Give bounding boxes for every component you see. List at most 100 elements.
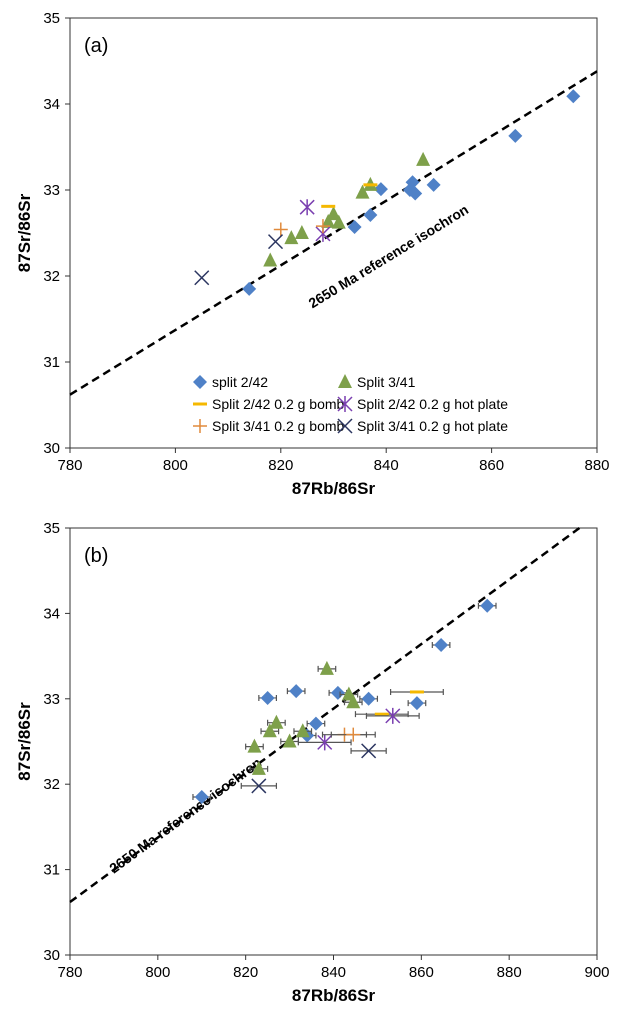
diamond-marker bbox=[363, 207, 378, 222]
isochron-line bbox=[69, 70, 598, 396]
triangle-marker bbox=[269, 714, 284, 729]
x-tick-label: 820 bbox=[233, 964, 258, 981]
x-tick-label: 880 bbox=[584, 457, 609, 474]
diamond-marker bbox=[347, 219, 362, 234]
x-tick-label: 800 bbox=[163, 457, 188, 474]
diamond-marker bbox=[426, 177, 441, 192]
panel-a: 780 800 820 840 860 880 30 31 32 33 34 35 87Rb/86Sr 8… bbox=[15, 10, 610, 498]
x-marker bbox=[267, 234, 284, 250]
plot-frame bbox=[69, 17, 598, 449]
triangle-marker bbox=[294, 225, 309, 239]
y-tick-label: 33 bbox=[43, 182, 60, 199]
diamond-marker bbox=[566, 89, 581, 104]
plus-marker bbox=[315, 219, 330, 234]
triangle-marker bbox=[282, 733, 297, 748]
series-split-2-42-0-2-g-hot-plate bbox=[297, 707, 420, 751]
diamond-marker bbox=[409, 696, 424, 711]
y-tick-label: 34 bbox=[43, 96, 60, 113]
diamond-marker bbox=[260, 690, 275, 705]
x-tick-label: 900 bbox=[584, 964, 609, 981]
triangle-marker bbox=[284, 230, 299, 245]
x-marker bbox=[194, 270, 210, 286]
x-axis-label: 87Rb/86Sr bbox=[292, 479, 376, 498]
plus-marker bbox=[193, 419, 207, 433]
series-split-2-42 bbox=[192, 598, 497, 805]
series-split-3-41-0-2-g-bomb bbox=[321, 727, 376, 742]
triangle-marker bbox=[319, 660, 334, 675]
triangle-marker bbox=[251, 760, 266, 775]
diamond-marker bbox=[242, 281, 257, 296]
x-tick-label: 800 bbox=[145, 964, 170, 981]
plus-marker bbox=[346, 727, 361, 742]
star-marker bbox=[299, 199, 315, 216]
diamond-marker bbox=[193, 375, 207, 389]
triangle-marker bbox=[331, 214, 346, 229]
panel-b: 780 800 820 840 860 880 900 30 31 32 33 34 35 87Rb/86… bbox=[15, 520, 610, 1005]
y-tick-label: 35 bbox=[43, 10, 60, 27]
y-tick-label: 31 bbox=[43, 862, 60, 879]
x-tick-label: 860 bbox=[409, 964, 434, 981]
series-split-2-42-0-2-g-bomb bbox=[354, 688, 444, 718]
isochron-line bbox=[69, 526, 581, 904]
diamond-marker bbox=[330, 685, 345, 700]
x-tick-label: 820 bbox=[268, 457, 293, 474]
series-split-3-41 bbox=[245, 660, 363, 775]
series-split-3-41-0-2-g-hot-plate bbox=[240, 743, 387, 794]
y-tick-label: 31 bbox=[43, 354, 60, 371]
x-marker bbox=[361, 743, 377, 759]
star-marker bbox=[337, 396, 353, 412]
series-split-2-42 bbox=[242, 89, 581, 296]
plot-frame bbox=[69, 527, 598, 956]
legend-label: Split 2/42 0.2 g bomb bbox=[212, 396, 345, 412]
y-axis-label: 87Sr/86Sr bbox=[15, 702, 34, 781]
diamond-marker bbox=[289, 684, 304, 699]
x-tick-label: 840 bbox=[374, 457, 399, 474]
legend-label: Split 3/41 0.2 g bomb bbox=[212, 418, 345, 434]
x-tick-label: 840 bbox=[321, 964, 346, 981]
isochron-annotation: 2650 Ma reference isochron bbox=[106, 754, 264, 876]
triangle-marker bbox=[346, 694, 361, 709]
x-marker bbox=[337, 418, 353, 434]
triangle-marker bbox=[247, 738, 262, 753]
diamond-marker bbox=[308, 716, 323, 731]
y-tick-label: 35 bbox=[43, 520, 60, 537]
series-split-3-41-0-2-g-bomb bbox=[273, 219, 330, 237]
y-tick-label: 30 bbox=[43, 947, 60, 964]
x-marker bbox=[251, 778, 267, 794]
panel-label: (b) bbox=[84, 545, 108, 567]
diamond-marker bbox=[361, 691, 376, 706]
x-tick-label: 860 bbox=[479, 457, 504, 474]
y-tick-label: 30 bbox=[43, 440, 60, 457]
triangle-marker bbox=[262, 723, 277, 738]
legend-label: Split 2/42 0.2 g hot plate bbox=[357, 396, 508, 412]
star-marker bbox=[385, 707, 401, 724]
diamond-marker bbox=[373, 182, 388, 197]
diamond-marker bbox=[402, 183, 417, 197]
panel-label: (a) bbox=[84, 35, 108, 57]
triangle-marker bbox=[355, 184, 370, 199]
x-tick-label: 780 bbox=[57, 457, 82, 474]
y-axis-label: 87Sr/86Sr bbox=[15, 193, 34, 272]
legend: split 2/42 Split 3/41 Split 2/42 0.2 g bom… bbox=[193, 374, 508, 434]
star-marker bbox=[317, 734, 333, 751]
diamond-marker bbox=[480, 598, 495, 613]
x-tick-label: 780 bbox=[57, 964, 82, 981]
legend-label: Split 3/41 bbox=[357, 374, 416, 390]
triangle-marker bbox=[338, 374, 352, 388]
y-tick-label: 33 bbox=[43, 691, 60, 708]
plus-marker bbox=[273, 222, 288, 237]
triangle-marker bbox=[295, 723, 310, 738]
diamond-marker bbox=[508, 128, 523, 143]
legend-label: split 2/42 bbox=[212, 374, 268, 390]
triangle-marker bbox=[326, 206, 341, 221]
triangle-marker bbox=[416, 151, 431, 166]
x-tick-label: 880 bbox=[497, 964, 522, 981]
y-tick-label: 32 bbox=[43, 268, 60, 285]
triangle-marker bbox=[263, 252, 278, 267]
diamond-marker bbox=[434, 637, 449, 652]
series-split-2-42-0-2-g-bomb bbox=[321, 183, 378, 208]
y-tick-label: 34 bbox=[43, 605, 60, 622]
series-split-3-41-0-2-g-hot-plate bbox=[194, 234, 284, 286]
diamond-marker bbox=[194, 790, 209, 805]
